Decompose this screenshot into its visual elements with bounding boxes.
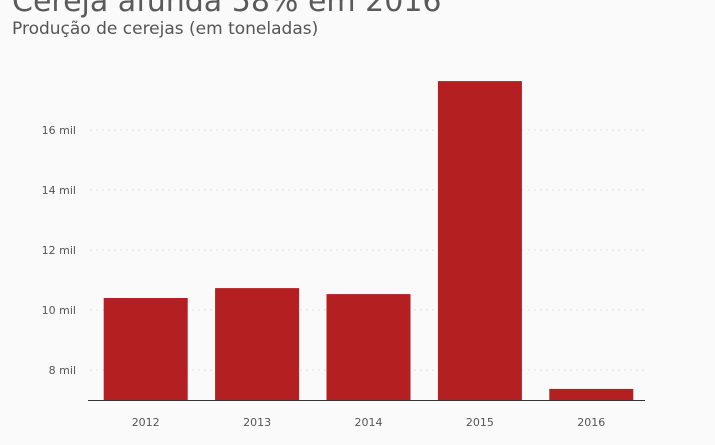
- x-tick-label: 2014: [355, 416, 383, 429]
- x-tick-label: 2012: [132, 416, 160, 429]
- y-tick-label: 10 mil: [42, 304, 76, 317]
- chart-subtitle: Produção de cerejas (em toneladas): [12, 19, 319, 39]
- chart-title: Cereja afunda 58% em 2016: [12, 0, 442, 19]
- bar-2015: [437, 81, 522, 400]
- x-tick-label: 2015: [466, 416, 494, 429]
- y-tick-label: 8 mil: [49, 364, 76, 377]
- bar-2012: [103, 298, 188, 400]
- y-tick-label: 12 mil: [42, 244, 76, 257]
- y-tick-label: 16 mil: [42, 124, 76, 137]
- bar-2013: [215, 288, 300, 400]
- bar-2014: [326, 294, 411, 400]
- bar-2016: [549, 388, 634, 400]
- x-tick-label: 2013: [243, 416, 271, 429]
- x-tick-label: 2016: [577, 416, 605, 429]
- y-tick-label: 14 mil: [42, 184, 76, 197]
